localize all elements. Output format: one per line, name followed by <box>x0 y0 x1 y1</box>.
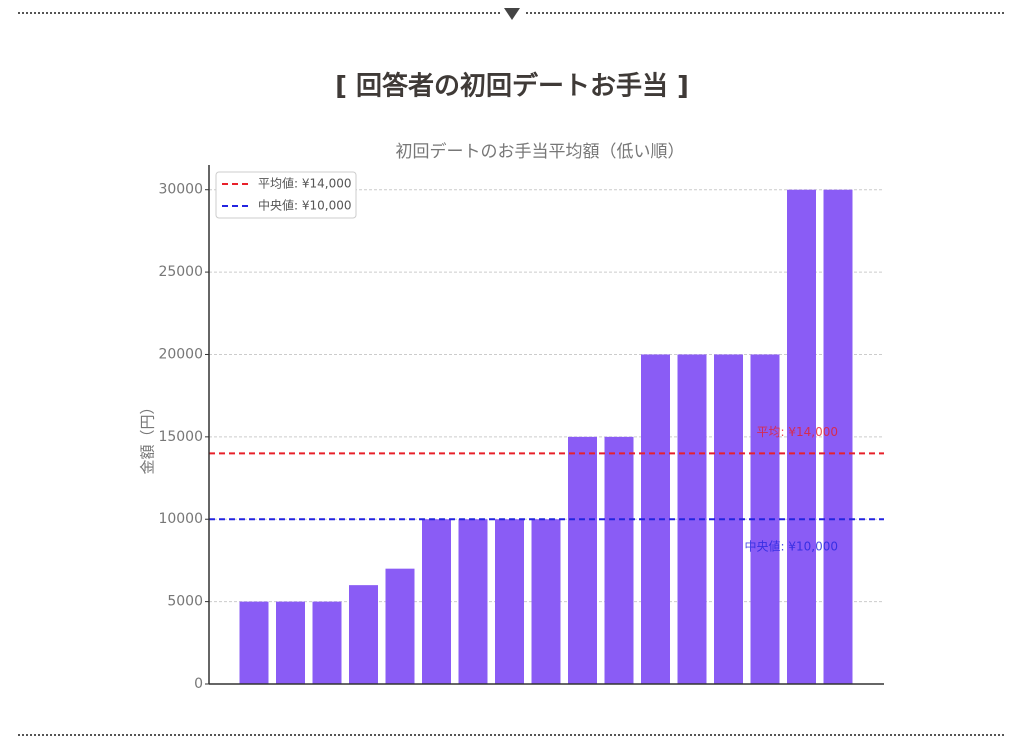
bar <box>604 436 634 684</box>
bar <box>787 189 816 684</box>
bar <box>568 436 597 684</box>
y-tick-label: 10000 <box>158 511 203 527</box>
divider-arrow <box>504 8 520 20</box>
y-tick-label: 25000 <box>158 264 203 280</box>
legend-label: 平均値: ¥14,000 <box>258 176 351 191</box>
bar <box>531 519 561 684</box>
bar <box>823 189 853 684</box>
reference-label: 中央値: ¥10,000 <box>745 539 838 554</box>
y-tick-label: 20000 <box>158 346 203 362</box>
bar <box>458 519 488 684</box>
bar <box>276 601 305 684</box>
bar <box>422 519 451 684</box>
y-tick-label: 30000 <box>158 182 203 198</box>
bar <box>349 585 378 684</box>
y-tick-label: 0 <box>194 676 203 692</box>
bar <box>495 519 524 684</box>
bar <box>641 354 670 684</box>
y-tick-label: 5000 <box>167 594 203 610</box>
legend: 平均値: ¥14,000 中央値: ¥10,000 <box>215 171 357 219</box>
bar <box>714 354 743 684</box>
reference-label: 平均: ¥14,000 <box>757 425 838 439</box>
chart-title: 初回デートのお手当平均額（低い順） <box>396 141 685 162</box>
y-tick-label: 15000 <box>158 429 203 445</box>
legend-label: 中央値: ¥10,000 <box>258 198 351 213</box>
heading: [ 回答者の初回デートお手当 ] <box>335 71 689 102</box>
bar <box>239 601 269 684</box>
legend-box <box>215 171 357 219</box>
y-axis-label: 金額（円） <box>139 399 157 474</box>
bar <box>312 601 342 684</box>
bar <box>385 568 415 684</box>
plot: 0 5000 10000 15000 20000 25000 30000 平均: ¥14,00… <box>158 171 884 692</box>
